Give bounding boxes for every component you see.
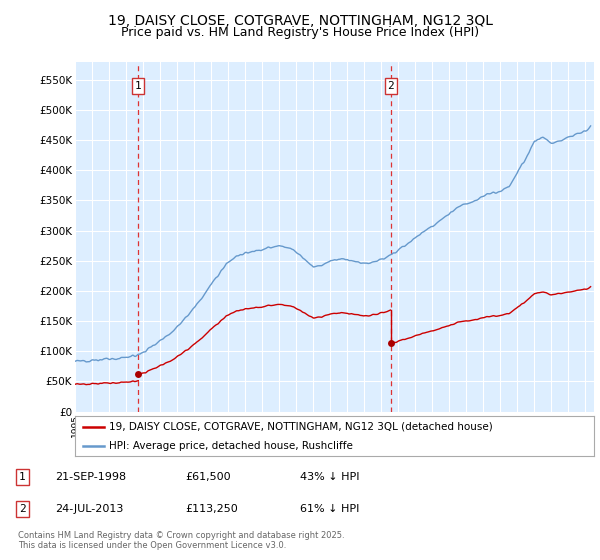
Text: 1: 1 <box>19 472 26 482</box>
Text: 19, DAISY CLOSE, COTGRAVE, NOTTINGHAM, NG12 3QL: 19, DAISY CLOSE, COTGRAVE, NOTTINGHAM, N… <box>107 14 493 28</box>
Text: 1: 1 <box>135 81 142 91</box>
Text: Contains HM Land Registry data © Crown copyright and database right 2025.
This d: Contains HM Land Registry data © Crown c… <box>18 531 344 550</box>
Text: £61,500: £61,500 <box>185 472 230 482</box>
Text: HPI: Average price, detached house, Rushcliffe: HPI: Average price, detached house, Rush… <box>109 441 353 451</box>
Text: 61% ↓ HPI: 61% ↓ HPI <box>300 504 359 514</box>
Text: Price paid vs. HM Land Registry's House Price Index (HPI): Price paid vs. HM Land Registry's House … <box>121 26 479 39</box>
Text: 43% ↓ HPI: 43% ↓ HPI <box>300 472 359 482</box>
Text: 24-JUL-2013: 24-JUL-2013 <box>55 504 124 514</box>
Text: £113,250: £113,250 <box>185 504 238 514</box>
Text: 19, DAISY CLOSE, COTGRAVE, NOTTINGHAM, NG12 3QL (detached house): 19, DAISY CLOSE, COTGRAVE, NOTTINGHAM, N… <box>109 422 493 432</box>
Text: 2: 2 <box>19 504 26 514</box>
Text: 2: 2 <box>387 81 394 91</box>
Text: 21-SEP-1998: 21-SEP-1998 <box>55 472 127 482</box>
